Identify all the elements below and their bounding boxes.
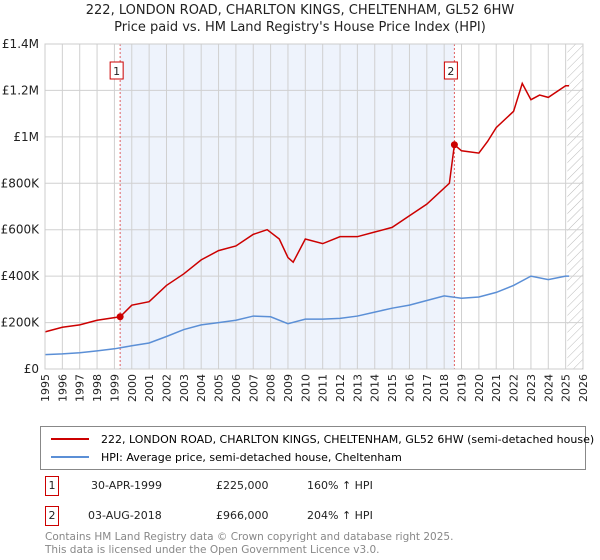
- x-tick-label: 2024: [542, 374, 555, 402]
- x-tick-label: 1996: [56, 374, 69, 402]
- x-tick-label: 2004: [195, 374, 208, 402]
- x-tick-label: 2007: [247, 374, 260, 402]
- series-line: [44, 81, 570, 333]
- sale-marker-2: 2: [45, 506, 59, 526]
- x-tick-label: 2021: [490, 374, 503, 402]
- x-tick-label: 2008: [265, 374, 278, 402]
- sale-label-box: [109, 61, 124, 80]
- x-tick-label: 2019: [456, 374, 469, 402]
- sale-price: £966,000: [216, 509, 269, 522]
- x-tick-label: 2012: [334, 374, 347, 402]
- sale-hpi: 204% ↑ HPI: [307, 509, 373, 522]
- y-tick-label: £800K: [1, 176, 41, 190]
- y-tick-label: £0: [24, 362, 39, 376]
- x-tick-label: 2000: [126, 374, 139, 402]
- y-tick-label: £600K: [1, 223, 41, 237]
- footer: Contains HM Land Registry data © Crown c…: [45, 531, 453, 557]
- x-tick-label: 2009: [282, 374, 295, 402]
- x-tick-label: 1995: [39, 374, 52, 402]
- legend-item-hpi: HPI: Average price, semi-detached house,…: [51, 449, 402, 465]
- x-tick-label: 2010: [299, 374, 312, 402]
- x-tick-label: 2001: [143, 374, 156, 402]
- legend-label: HPI: Average price, semi-detached house,…: [101, 450, 402, 464]
- x-tick-label: 1998: [91, 374, 104, 402]
- blue-line-swatch: [51, 456, 89, 458]
- sale-date: 03-AUG-2018: [88, 509, 162, 522]
- red-line-swatch: [51, 438, 89, 440]
- legend-item-property: 222, LONDON ROAD, CHARLTON KINGS, CHELTE…: [51, 431, 594, 447]
- x-tick-label: 2002: [160, 374, 173, 402]
- x-tick-label: 2015: [386, 374, 399, 402]
- sale-point: [116, 313, 124, 321]
- legend-label: 222, LONDON ROAD, CHARLTON KINGS, CHELTE…: [101, 432, 595, 446]
- sale-row-2: 2 03-AUG-2018 £966,000 204% ↑ HPI: [40, 506, 580, 526]
- x-tick-label: 2003: [178, 374, 191, 402]
- y-tick-label: £200K: [1, 316, 41, 330]
- x-tick-label: 2018: [438, 374, 451, 402]
- x-tick-label: 2006: [230, 374, 243, 402]
- chart-title: 222, LONDON ROAD, CHARLTON KINGS, CHELTE…: [85, 3, 515, 18]
- x-tick-label: 2026: [577, 374, 590, 402]
- footer-line-1: Contains HM Land Registry data © Crown c…: [45, 531, 454, 543]
- x-tick-label: 2023: [525, 374, 538, 402]
- sale-period-shading: [120, 44, 455, 369]
- legend: 222, LONDON ROAD, CHARLTON KINGS, CHELTE…: [40, 426, 594, 470]
- x-tick-label: 2017: [421, 374, 434, 402]
- chart-subtitle: Price paid vs. HM Land Registry's House …: [114, 20, 486, 35]
- y-tick-label: £1M: [13, 130, 39, 144]
- sale-row-1: 1 30-APR-1999 £225,000 160% ↑ HPI: [40, 476, 580, 496]
- x-tick-label: 2016: [403, 374, 416, 402]
- plot-border: [44, 43, 584, 370]
- sale-marker-1: 1: [45, 476, 59, 496]
- price-chart: 1995 1996 1997 1998 1999 2000 2001 2002 2003 2004…: [1, 37, 590, 402]
- y-tick-label: £1.2M: [2, 83, 39, 97]
- sale-label: 1: [113, 65, 120, 78]
- x-tick-label: 2011: [317, 374, 330, 402]
- x-tick-label: 2020: [473, 374, 486, 402]
- x-tick-label: 2022: [508, 374, 521, 402]
- x-tick-label: 2013: [351, 374, 364, 402]
- series-line: [44, 275, 570, 356]
- y-tick-label: £1.4M: [2, 37, 39, 51]
- forecast-hatch: [567, 44, 583, 369]
- sale-price: £225,000: [216, 479, 269, 492]
- sale-hpi: 160% ↑ HPI: [307, 479, 373, 492]
- sale-point: [450, 141, 458, 149]
- sale-label: 2: [447, 65, 454, 78]
- y-tick-label: £400K: [1, 269, 41, 283]
- sale-label-box: [443, 61, 458, 80]
- sale-date: 30-APR-1999: [91, 479, 163, 492]
- x-tick-label: 2014: [369, 374, 382, 402]
- footer-line-2: This data is licensed under the Open Gov…: [45, 544, 380, 556]
- x-tick-label: 2005: [213, 374, 226, 402]
- x-tick-label: 1999: [108, 374, 121, 402]
- x-tick-label: 1997: [74, 374, 87, 402]
- x-tick-label: 2025: [560, 374, 573, 402]
